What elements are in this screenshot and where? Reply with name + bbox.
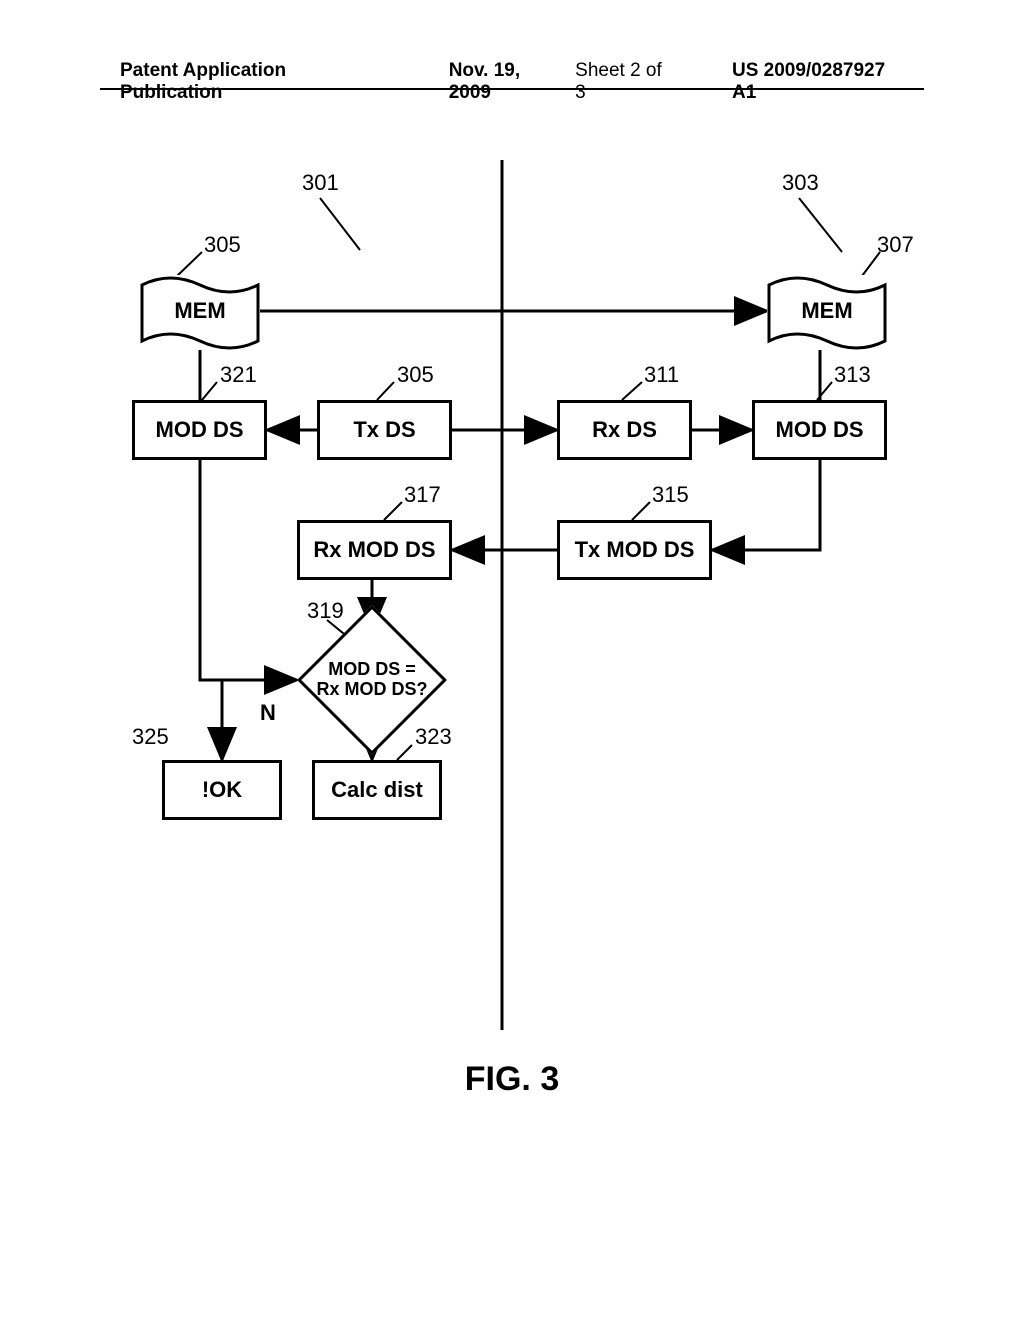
label-303: 303 [782,170,819,196]
node-calcdist: Calc dist [312,760,442,820]
page-header: Patent Application Publication Nov. 19, … [0,60,1024,104]
label-307: 307 [877,232,914,258]
node-txds-text: Tx DS [353,417,415,443]
header-sheet: Sheet 2 of 3 [575,60,672,104]
header-date: Nov. 19, 2009 [449,60,561,104]
label-319: 319 [307,598,344,624]
page: Patent Application Publication Nov. 19, … [0,0,1024,1320]
node-txmodds-text: Tx MOD DS [575,537,695,563]
decision-line2: Rx MOD DS? [316,680,427,700]
node-rxds: Rx DS [557,400,692,460]
label-N: N [260,700,276,726]
node-rxmodds: Rx MOD DS [297,520,452,580]
node-modds-left: MOD DS [132,400,267,460]
node-mem-left: MEM [140,275,260,347]
header-rule [100,88,924,90]
label-301: 301 [302,170,339,196]
node-txds: Tx DS [317,400,452,460]
label-315: 315 [652,482,689,508]
node-modds-right: MOD DS [752,400,887,460]
label-305-top: 305 [204,232,241,258]
figure-caption: FIG. 3 [102,1060,922,1099]
flow-diagram: 301 303 305 307 321 305 311 313 317 315 … [102,160,922,1060]
node-rxmodds-text: Rx MOD DS [313,537,435,563]
node-rxds-text: Rx DS [592,417,657,443]
header-pubno: US 2009/0287927 A1 [732,60,904,104]
node-mem-right: MEM [767,275,887,347]
node-mem-right-text: MEM [801,298,852,324]
decision-line1: MOD DS = [328,660,416,680]
node-mem-left-text: MEM [174,298,225,324]
node-notok-text: !OK [202,777,242,803]
node-modds-right-text: MOD DS [776,417,864,443]
label-313: 313 [834,362,871,388]
label-325: 325 [132,724,169,750]
label-311: 311 [644,362,679,388]
label-321: 321 [220,362,257,388]
node-decision: MOD DS = Rx MOD DS? [297,630,447,730]
node-modds-left-text: MOD DS [156,417,244,443]
decision-text: MOD DS = Rx MOD DS? [297,630,447,730]
label-305-txds: 305 [397,362,434,388]
label-317: 317 [404,482,441,508]
node-notok: !OK [162,760,282,820]
node-txmodds: Tx MOD DS [557,520,712,580]
header-left: Patent Application Publication [120,60,379,104]
node-calcdist-text: Calc dist [331,777,423,803]
